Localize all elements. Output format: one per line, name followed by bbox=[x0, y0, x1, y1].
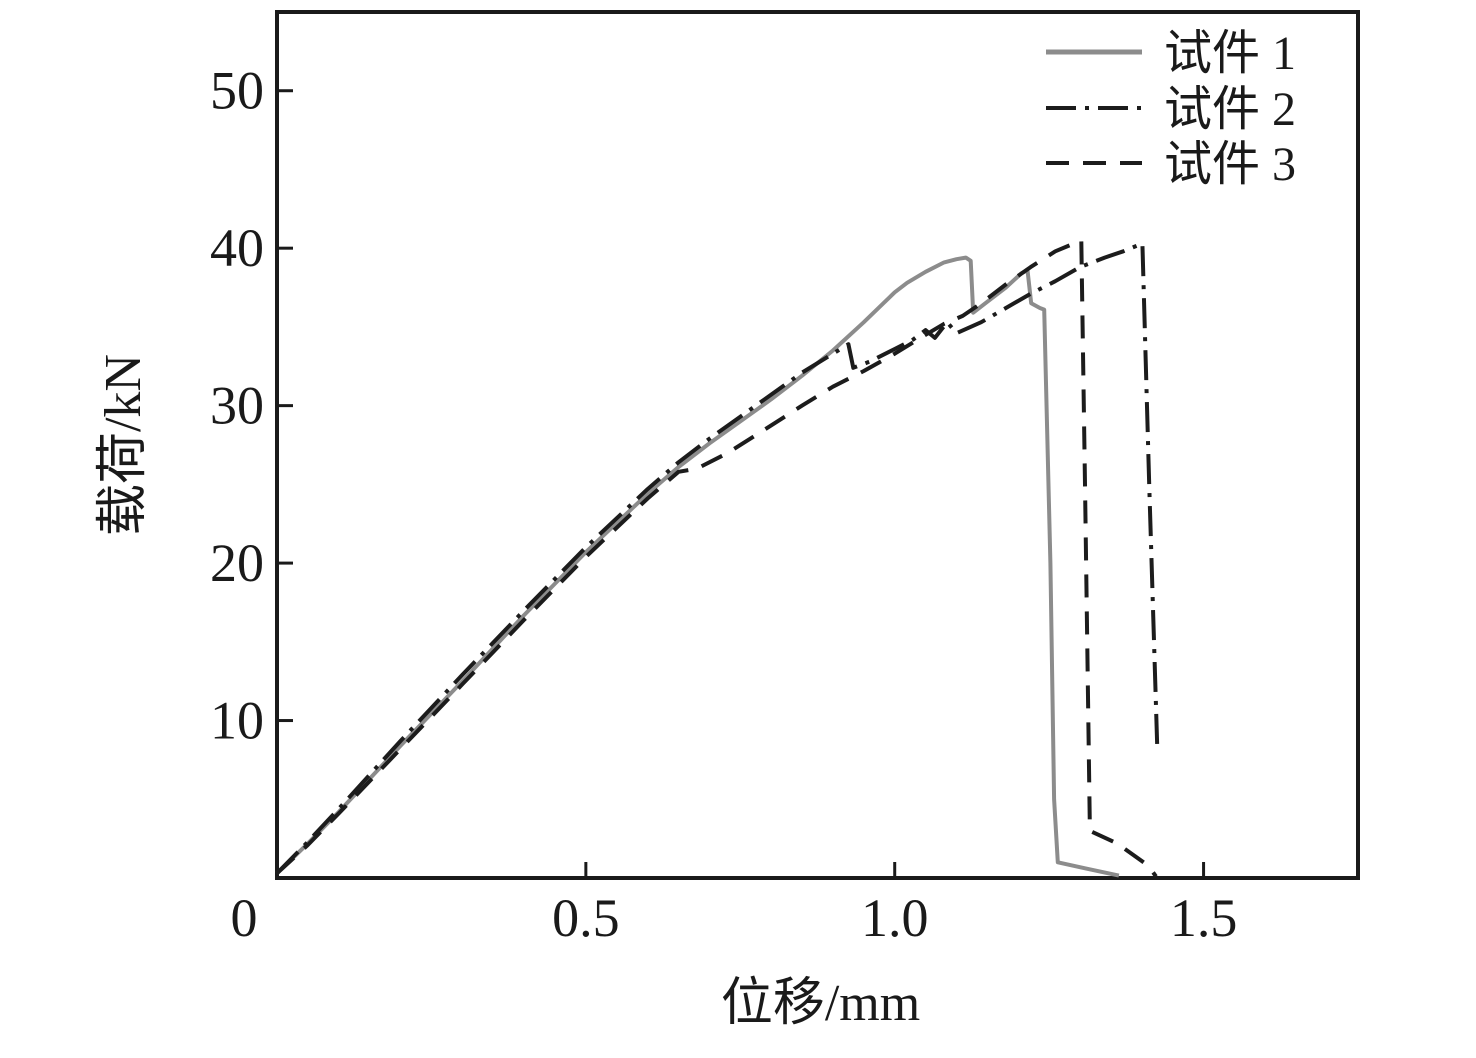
curve-specimen-3 bbox=[275, 238, 1158, 878]
y-tick-label: 40 bbox=[210, 218, 264, 278]
legend-label: 试件 3 bbox=[1164, 138, 1296, 191]
x-tick-label: 1.5 bbox=[1170, 888, 1238, 948]
legend-item-3: 试件 3 bbox=[1046, 138, 1296, 191]
plot-frame bbox=[275, 10, 1360, 880]
legend-item-1: 试件 1 bbox=[1046, 27, 1296, 80]
curve-specimen-2 bbox=[275, 241, 1160, 875]
y-tick-label: 10 bbox=[210, 691, 264, 751]
legend: 试件 1试件 2试件 3 bbox=[1046, 27, 1296, 191]
x-tick-label: 0.5 bbox=[552, 888, 620, 948]
x-tick-label: 0 bbox=[231, 888, 258, 948]
legend-label: 试件 1 bbox=[1164, 27, 1296, 80]
y-axis-title: 载荷/kN bbox=[95, 354, 152, 536]
y-tick-label: 20 bbox=[210, 533, 264, 593]
y-tick-label: 50 bbox=[210, 61, 264, 121]
y-tick-label: 30 bbox=[210, 376, 264, 436]
y-axis-ticks: 10 20 30 40 50 bbox=[210, 61, 293, 751]
legend-item-2: 试件 2 bbox=[1046, 83, 1296, 136]
curve-specimen-1 bbox=[275, 255, 1120, 878]
legend-label: 试件 2 bbox=[1164, 83, 1296, 136]
x-axis-title: 位移/mm bbox=[721, 975, 920, 1032]
x-axis-ticks: 0 0.5 1.0 1.5 bbox=[231, 862, 1238, 948]
curves-group bbox=[275, 238, 1160, 878]
x-tick-label: 1.0 bbox=[861, 888, 929, 948]
